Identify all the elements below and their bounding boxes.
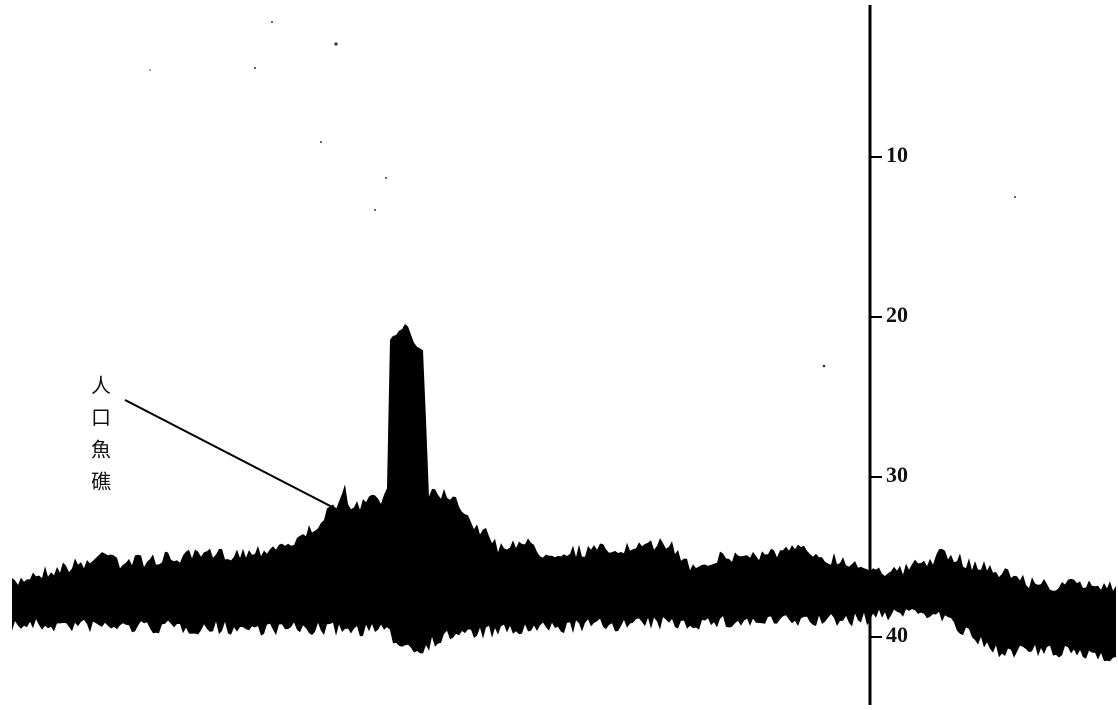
annotation-char: 口 bbox=[91, 406, 111, 430]
tick-label: 40 bbox=[886, 622, 908, 647]
annotation-char: 魚 bbox=[91, 438, 111, 462]
tick-label: 10 bbox=[886, 142, 908, 167]
annotation-char: 人 bbox=[91, 374, 111, 398]
annotation-char: 礁 bbox=[91, 470, 111, 494]
page: 10203040人口魚礁 (() => { const data = JSON.… bbox=[0, 0, 1118, 710]
echogram: 10 20 30 40 人口魚礁 bbox=[0, 0, 1118, 710]
tick-label: 20 bbox=[886, 302, 908, 327]
tick-label: 30 bbox=[886, 462, 908, 487]
